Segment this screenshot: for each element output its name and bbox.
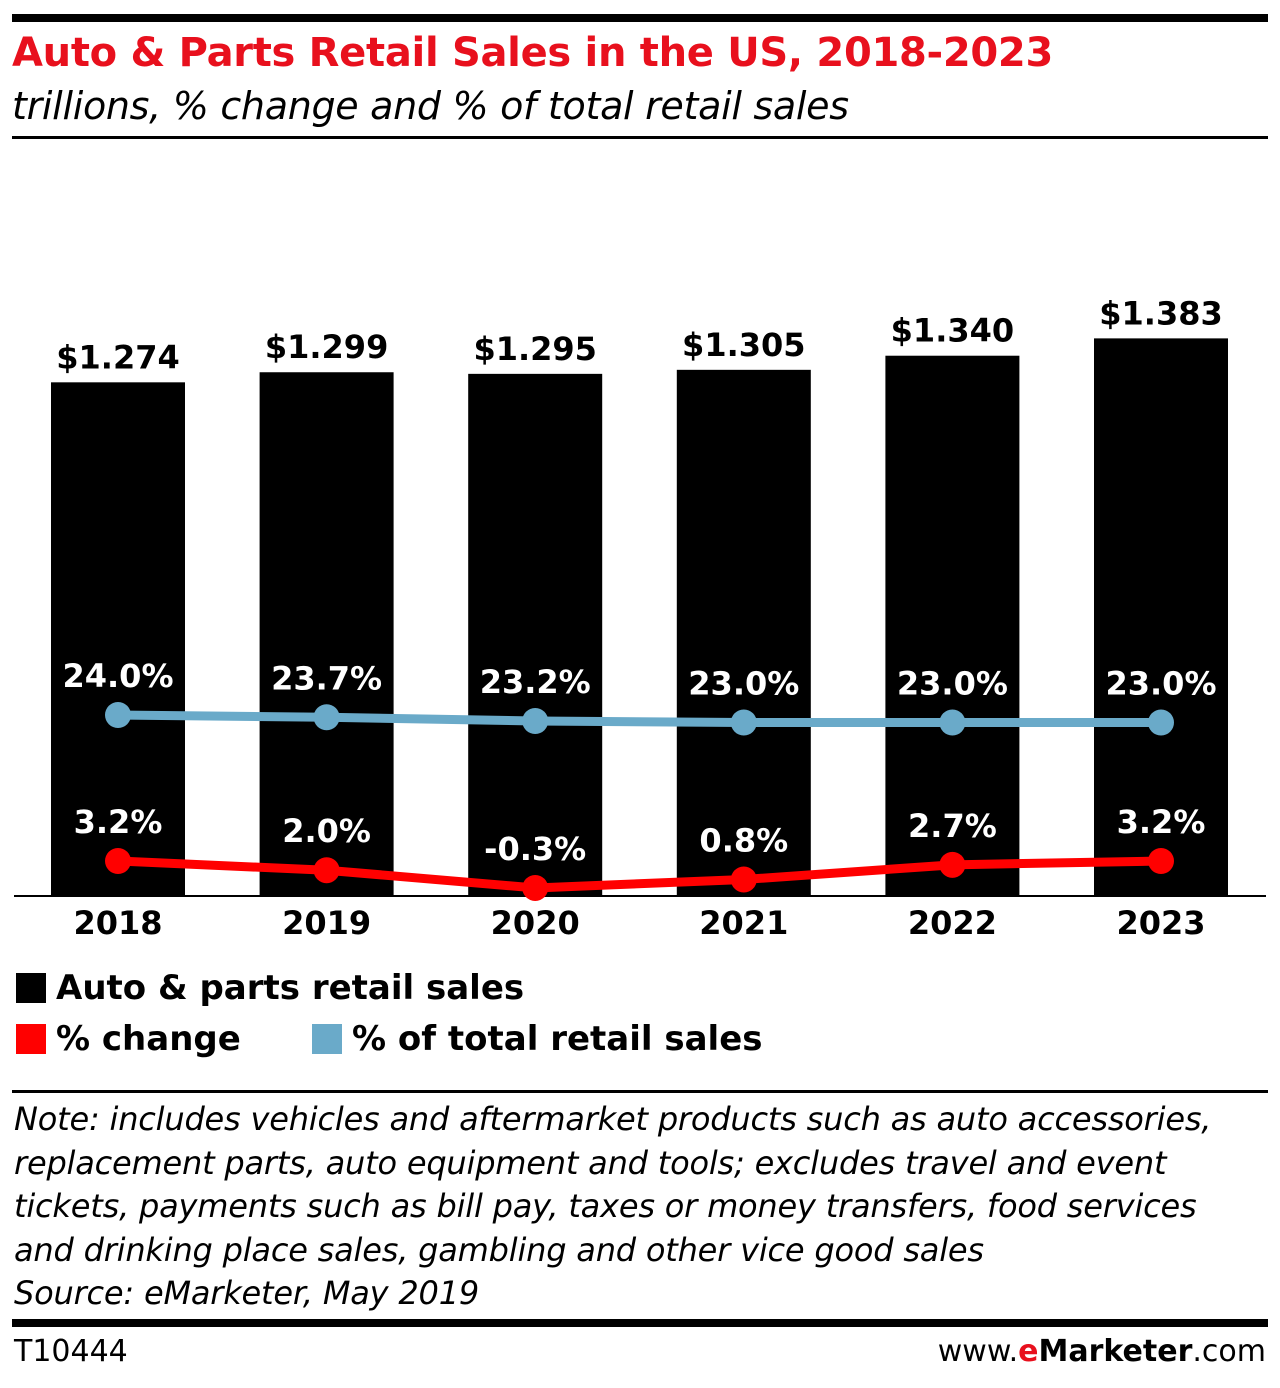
change-data-label: 3.2% — [74, 803, 163, 841]
chart-id: T10444 — [14, 1334, 128, 1369]
bar-2019 — [259, 372, 394, 897]
bar-2022 — [885, 355, 1020, 896]
x-tick-label: 2018 — [73, 904, 162, 942]
share-point — [1148, 709, 1174, 736]
x-tick-label: 2020 — [491, 904, 580, 942]
note-line: and drinking place sales, gambling and o… — [14, 1230, 984, 1269]
change-point — [939, 851, 966, 878]
legend-swatch-sales — [16, 973, 46, 1003]
bar-2018 — [51, 382, 185, 896]
change-data-label: 2.7% — [908, 807, 997, 845]
change-point — [105, 848, 131, 874]
brand-e: e — [1018, 1334, 1039, 1369]
change-point — [313, 857, 340, 884]
legend-label-sales: Auto & parts retail sales — [56, 968, 525, 1008]
bar-value-label: $1.340 — [891, 312, 1014, 350]
footer-rule — [12, 1319, 1268, 1327]
x-tick-label: 2021 — [699, 904, 788, 942]
share-data-label: 23.7% — [271, 659, 382, 697]
share-point — [730, 709, 757, 736]
change-line — [117, 856, 1162, 893]
top-rule — [12, 14, 1268, 22]
change-point — [730, 866, 757, 893]
chart-subtitle: trillions, % change and % of total retai… — [12, 84, 849, 128]
legend-label-share: % of total retail sales — [352, 1019, 763, 1059]
labels-layer: $1.274 2018 $1.299 2019 $1.295 2020 $1.305 2021… — [56, 294, 1222, 942]
note-line: replacement parts, auto equipment and to… — [14, 1143, 1167, 1182]
share-data-label: 23.0% — [1105, 665, 1216, 703]
change-data-label: 0.8% — [699, 821, 788, 859]
bar-value-label: $1.305 — [682, 326, 805, 364]
bar-value-label: $1.383 — [1099, 294, 1222, 332]
note-divider — [12, 1090, 1268, 1093]
note-text: Note: includes vehicles and aftermarket … — [14, 1098, 1264, 1316]
share-line — [117, 710, 1161, 727]
x-tick-label: 2019 — [282, 904, 371, 942]
share-point — [313, 704, 340, 731]
legend-swatch-share — [312, 1024, 342, 1054]
legend-label-change: % change — [56, 1019, 241, 1059]
chart-title: Auto & Parts Retail Sales in the US, 201… — [12, 30, 1053, 76]
share-point — [522, 708, 549, 734]
bar-value-label: $1.274 — [56, 338, 179, 376]
bar-value-label: $1.299 — [265, 328, 388, 366]
x-tick-label: 2023 — [1116, 904, 1205, 942]
share-data-label: 23.2% — [480, 663, 591, 701]
legend-item-share: % of total retail sales — [312, 1019, 763, 1059]
share-data-label: 23.0% — [897, 665, 1008, 703]
bar-value-label: $1.295 — [473, 330, 596, 368]
change-point — [1148, 848, 1174, 874]
legend-swatch-change — [16, 1024, 46, 1054]
share-data-label: 24.0% — [62, 657, 173, 695]
change-data-label: 3.2% — [1117, 803, 1206, 841]
share-data-label: 23.0% — [688, 665, 799, 703]
brand-suffix: .com — [1192, 1334, 1266, 1369]
bar-2020 — [468, 373, 603, 896]
change-data-label: 2.0% — [282, 812, 371, 850]
header-divider — [12, 136, 1268, 139]
note-line: tickets, payments such as bill pay, taxe… — [14, 1187, 1197, 1225]
note-line: Note: includes vehicles and aftermarket … — [14, 1100, 1212, 1138]
legend-item-change: % change — [16, 1019, 241, 1059]
legend-item-sales: Auto & parts retail sales — [16, 968, 524, 1008]
brand-name: Marketer — [1038, 1334, 1193, 1369]
source-line: Source: eMarketer, May 2019 — [14, 1274, 480, 1312]
lines-layer — [105, 702, 1174, 901]
brand-prefix: www. — [937, 1334, 1019, 1369]
chart-area: $1.274 2018 $1.299 2019 $1.295 2020 $1.305 2021… — [14, 294, 1266, 942]
bar-2023 — [1094, 338, 1228, 896]
bars-layer — [51, 338, 1228, 897]
bar-2021 — [676, 369, 811, 897]
brand-logo[interactable]: www.eMarketer.com — [938, 1334, 1266, 1369]
share-point — [939, 709, 966, 736]
change-point — [522, 874, 549, 901]
x-tick-label: 2022 — [908, 904, 997, 942]
change-data-label: -0.3% — [484, 830, 586, 868]
share-point — [105, 702, 131, 728]
